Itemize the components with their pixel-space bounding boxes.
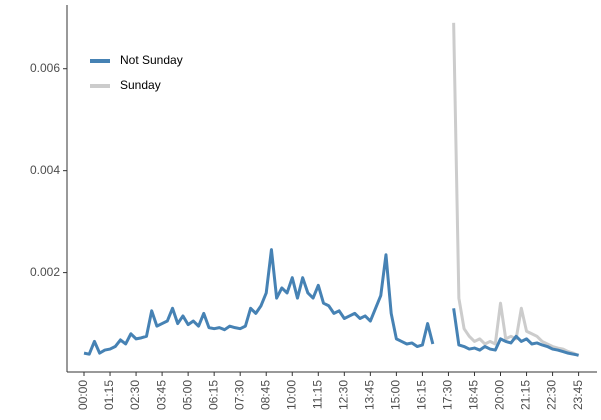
legend-label: Not Sunday bbox=[120, 53, 183, 67]
x-tick-label: 11:15 bbox=[310, 380, 324, 409]
y-tick-label: 0.002 bbox=[30, 265, 60, 279]
x-tick-label: 08:45 bbox=[258, 380, 272, 410]
x-tick-label: 15:00 bbox=[389, 380, 403, 410]
x-tick-label: 06:15 bbox=[206, 380, 220, 410]
x-tick-label: 16:15 bbox=[415, 380, 429, 410]
y-tick-label: 0.006 bbox=[30, 61, 60, 75]
x-tick-label: 07:30 bbox=[232, 380, 246, 410]
x-tick-label: 02:30 bbox=[128, 380, 142, 410]
x-tick-label: 13:45 bbox=[363, 380, 377, 410]
x-tick-label: 18:45 bbox=[467, 380, 481, 410]
x-tick-label: 17:30 bbox=[441, 380, 455, 410]
x-tick-label: 21:15 bbox=[519, 380, 533, 410]
x-tick-label: 00:00 bbox=[76, 380, 90, 410]
y-tick-label: 0.004 bbox=[30, 163, 60, 177]
legend-label: Sunday bbox=[120, 78, 161, 92]
x-tick-label: 10:00 bbox=[284, 380, 298, 410]
x-tick-label: 01:15 bbox=[102, 380, 116, 410]
x-tick-label: 05:00 bbox=[180, 380, 194, 410]
x-tick-label: 23:45 bbox=[571, 380, 585, 410]
series-line bbox=[452, 22, 580, 358]
x-tick-label: 22:30 bbox=[545, 380, 559, 410]
x-tick-label: 03:45 bbox=[154, 380, 168, 410]
x-tick-label: 20:00 bbox=[493, 380, 507, 410]
x-tick-label: 12:30 bbox=[336, 380, 350, 410]
series-line bbox=[83, 248, 579, 357]
